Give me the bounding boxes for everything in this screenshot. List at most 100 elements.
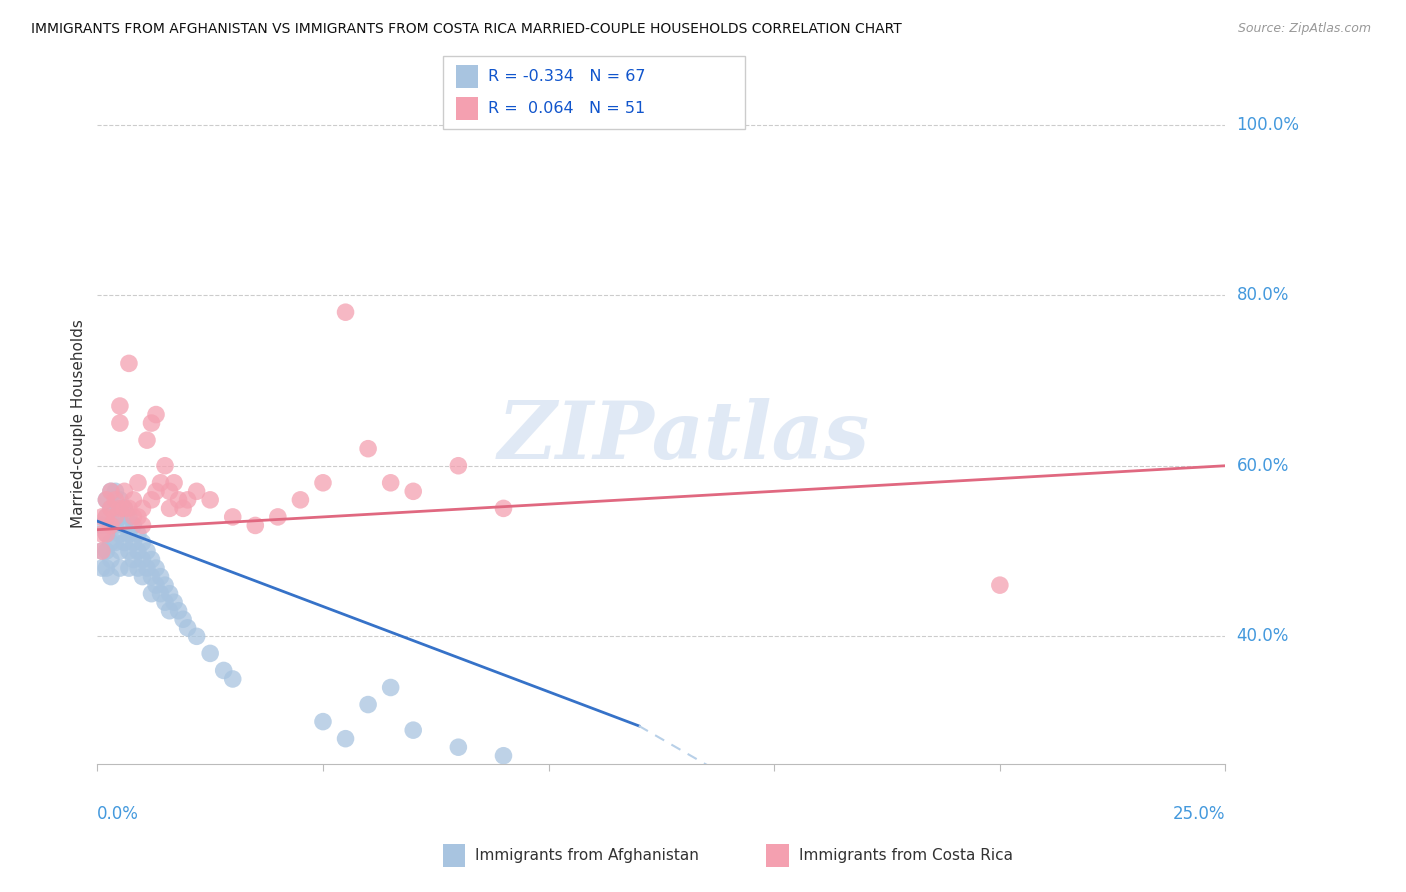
Point <box>167 492 190 507</box>
Point <box>127 527 149 541</box>
Point <box>108 399 131 413</box>
Point <box>90 509 112 524</box>
Y-axis label: Married-couple Households: Married-couple Households <box>72 318 86 527</box>
Text: 0.0%: 0.0% <box>97 805 139 823</box>
Point <box>163 475 186 490</box>
Point <box>380 681 402 695</box>
Text: 25.0%: 25.0% <box>1173 805 1226 823</box>
Point <box>104 535 127 549</box>
Point <box>122 552 145 566</box>
Point <box>100 518 122 533</box>
Text: IMMIGRANTS FROM AFGHANISTAN VS IMMIGRANTS FROM COSTA RICA MARRIED-COUPLE HOUSEHO: IMMIGRANTS FROM AFGHANISTAN VS IMMIGRANT… <box>31 22 901 37</box>
Point <box>141 416 163 430</box>
Point <box>988 578 1011 592</box>
Point <box>112 501 135 516</box>
Point <box>312 475 335 490</box>
Point <box>198 646 221 660</box>
Point <box>104 492 127 507</box>
Text: ZIPatlas: ZIPatlas <box>498 398 870 475</box>
Point <box>447 458 470 473</box>
Text: 100.0%: 100.0% <box>1237 116 1299 134</box>
Point <box>122 509 145 524</box>
Point <box>141 569 163 583</box>
Point <box>112 501 135 516</box>
Point <box>145 408 167 422</box>
Text: R =  0.064   N = 51: R = 0.064 N = 51 <box>488 102 645 116</box>
Point <box>131 535 153 549</box>
Point <box>90 527 112 541</box>
Point <box>96 527 118 541</box>
Point <box>176 492 198 507</box>
Point <box>108 509 131 524</box>
Point <box>141 552 163 566</box>
Point <box>96 509 118 524</box>
Point <box>90 544 112 558</box>
Point <box>104 501 127 516</box>
Point <box>198 492 221 507</box>
Point <box>380 475 402 490</box>
Point <box>222 509 245 524</box>
Point <box>96 561 118 575</box>
Text: R = -0.334   N = 67: R = -0.334 N = 67 <box>488 70 645 84</box>
Point <box>100 518 122 533</box>
Point <box>172 612 194 626</box>
Point <box>245 518 267 533</box>
Point <box>153 578 176 592</box>
Point <box>335 731 357 746</box>
Text: Source: ZipAtlas.com: Source: ZipAtlas.com <box>1237 22 1371 36</box>
Point <box>100 569 122 583</box>
Point <box>90 544 112 558</box>
Point <box>357 698 380 712</box>
Point <box>108 416 131 430</box>
Point <box>118 544 141 558</box>
Point <box>131 569 153 583</box>
Point <box>100 484 122 499</box>
Point <box>96 527 118 541</box>
Point <box>108 561 131 575</box>
Point <box>100 484 122 499</box>
Point <box>96 492 118 507</box>
Point <box>122 535 145 549</box>
Point <box>312 714 335 729</box>
Point <box>127 544 149 558</box>
Point <box>127 475 149 490</box>
Point <box>136 544 159 558</box>
Point <box>141 587 163 601</box>
Point <box>104 518 127 533</box>
Point <box>141 492 163 507</box>
Point <box>127 509 149 524</box>
Point <box>100 552 122 566</box>
Point <box>118 527 141 541</box>
Text: 80.0%: 80.0% <box>1237 286 1289 304</box>
Point <box>222 672 245 686</box>
Point <box>176 621 198 635</box>
Point <box>159 604 181 618</box>
Point <box>149 587 172 601</box>
Point <box>118 509 141 524</box>
Point <box>149 569 172 583</box>
Point <box>492 501 515 516</box>
Point <box>100 535 122 549</box>
Point <box>108 527 131 541</box>
Point <box>104 509 127 524</box>
Point <box>104 484 127 499</box>
Point <box>118 501 141 516</box>
Point <box>122 492 145 507</box>
Point <box>100 501 122 516</box>
Point <box>290 492 312 507</box>
Point <box>267 509 290 524</box>
Point <box>118 356 141 370</box>
Point <box>90 561 112 575</box>
Text: 40.0%: 40.0% <box>1237 627 1289 645</box>
Point <box>335 305 357 319</box>
Point <box>112 484 135 499</box>
Point <box>96 509 118 524</box>
Point <box>96 492 118 507</box>
Point <box>108 492 131 507</box>
Point <box>127 561 149 575</box>
Point <box>153 458 176 473</box>
Point <box>131 518 153 533</box>
Point <box>492 748 515 763</box>
Point <box>149 475 172 490</box>
Point <box>145 561 167 575</box>
